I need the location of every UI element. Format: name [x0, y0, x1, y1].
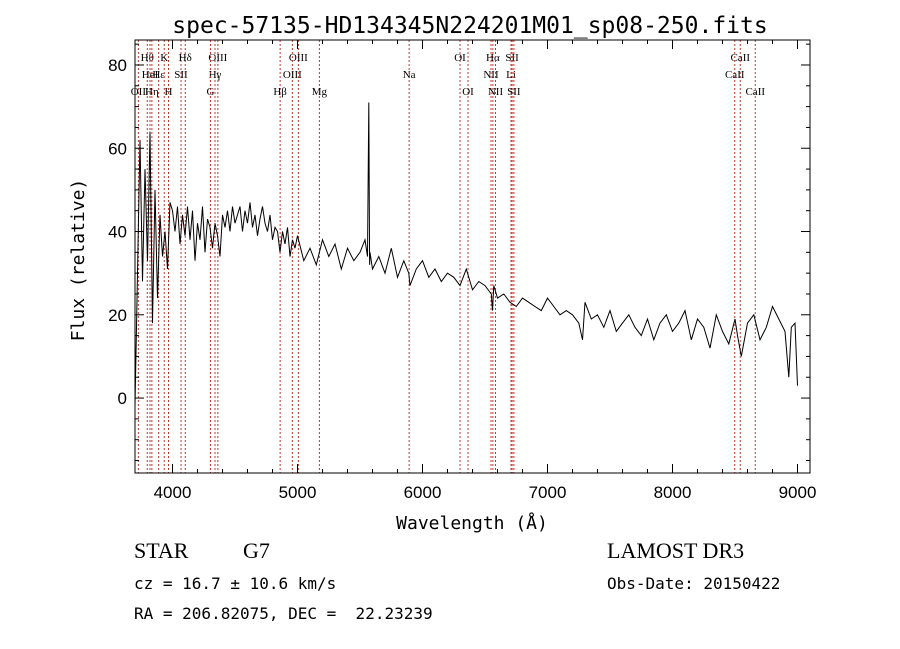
line-label: Hη	[145, 86, 159, 98]
line-label: OIII	[208, 52, 227, 64]
line-label: CaII	[725, 69, 745, 81]
line-label: OIII	[289, 52, 308, 64]
line-label: Hδ	[179, 52, 192, 64]
line-label: H	[165, 86, 173, 98]
y-tick-label: 80	[108, 56, 127, 75]
plot-frame	[134, 39, 811, 474]
line-label: OI	[462, 86, 474, 98]
object-subclass: G7	[243, 538, 270, 563]
object-class: STAR	[134, 538, 189, 563]
x-tick-label: 4000	[154, 483, 192, 502]
coordinates-text: RA = 206.82075, DEC = 22.23239	[134, 604, 433, 623]
x-tick-label: 7000	[529, 483, 567, 502]
line-label: Hε	[152, 69, 165, 81]
x-axis-label: Wavelength (Å)	[396, 512, 548, 534]
line-label: G	[207, 86, 215, 98]
x-tick-label: 6000	[404, 483, 442, 502]
line-label: OII	[131, 86, 147, 98]
x-tick-label: 5000	[279, 483, 317, 502]
survey-name: LAMOST DR3	[607, 538, 745, 563]
redshift-text: cz = 16.7 ± 10.6 km/s	[134, 574, 337, 593]
y-axis-label: Flux (relative)	[68, 179, 89, 342]
line-label: OIII	[283, 69, 302, 81]
line-label: Hα	[486, 52, 500, 64]
x-axis: 4000 5000 6000 7000 8000 9000	[154, 40, 817, 502]
line-label: Hγ	[209, 69, 222, 81]
chart-title: spec-57135-HD134345N224201M01_sp08-250.f…	[172, 13, 767, 39]
y-tick-label: 40	[108, 223, 127, 242]
line-label: CaII	[730, 52, 750, 64]
line-label: NII	[488, 86, 504, 98]
line-label: CaII	[745, 86, 765, 98]
obs-date: Obs-Date: 20150422	[607, 574, 781, 593]
line-label: SII	[507, 86, 521, 98]
line-label: Na	[403, 69, 416, 81]
line-label: OI	[454, 52, 466, 64]
line-label: Hβ	[273, 86, 287, 98]
x-tick-label: 8000	[654, 483, 692, 502]
line-label: SII	[174, 69, 188, 81]
y-tick-label: 0	[118, 389, 127, 408]
y-axis: 0 20 40 60 80	[108, 43, 810, 462]
flux-series	[134, 102, 798, 407]
line-label: SII	[505, 52, 519, 64]
y-tick-label: 60	[108, 139, 127, 158]
flux-line	[134, 102, 798, 407]
y-tick-label: 20	[108, 306, 127, 325]
line-label: NII	[483, 69, 499, 81]
line-label: K	[160, 52, 168, 64]
line-label: Li	[506, 69, 516, 81]
x-tick-label: 9000	[779, 483, 817, 502]
line-label: Hθ	[141, 52, 154, 64]
line-label: Mg	[312, 86, 328, 98]
line-label: HeI	[142, 69, 159, 81]
